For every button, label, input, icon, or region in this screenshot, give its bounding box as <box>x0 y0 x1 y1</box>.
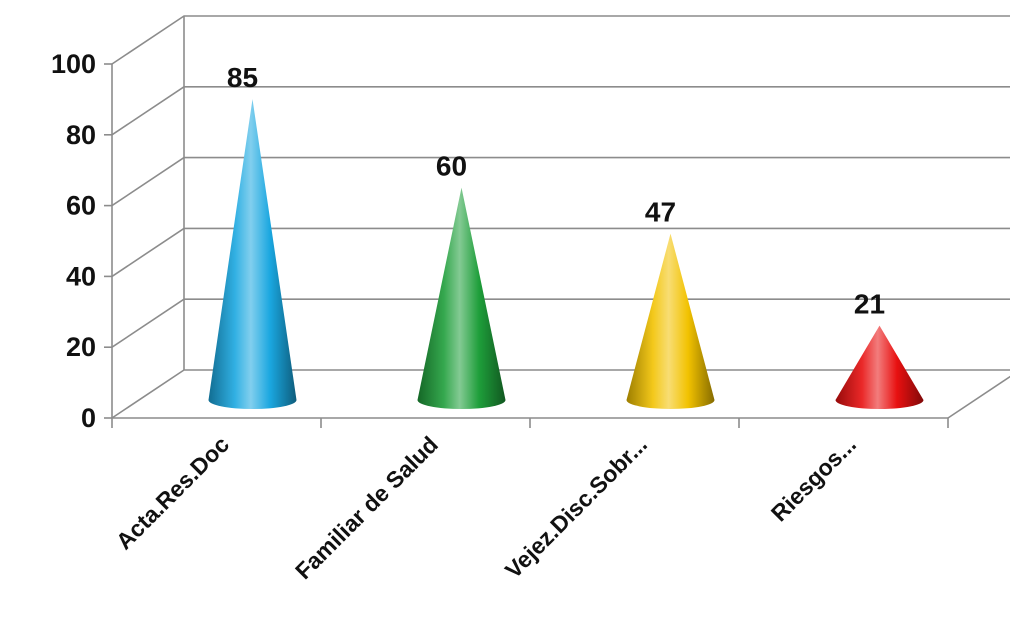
x-axis <box>111 417 949 428</box>
data-label: 21 <box>854 289 885 320</box>
y-tick-label: 60 <box>66 191 96 221</box>
chart-walls <box>183 16 1010 419</box>
category-label: Acta.Res.Doc <box>111 431 234 554</box>
cone-bar <box>835 325 924 410</box>
cone-body <box>626 233 715 409</box>
y-tick-label: 20 <box>66 332 96 362</box>
gridline <box>111 86 1010 136</box>
category-label: Familiar de Salud <box>290 431 443 584</box>
y-axis: 0 20 40 60 80 100 <box>51 49 113 433</box>
y-tick-label: 80 <box>66 120 96 150</box>
gridline <box>111 369 1010 419</box>
gridline <box>111 227 1010 278</box>
cone-body <box>208 99 297 410</box>
data-label: 47 <box>645 197 676 228</box>
y-tick-label: 0 <box>81 403 96 433</box>
data-label: 60 <box>436 151 467 182</box>
gridline <box>111 15 1010 65</box>
y-tick-label: 40 <box>66 261 96 291</box>
data-label: 85 <box>227 62 258 93</box>
gridline <box>111 298 1010 348</box>
cone-bar <box>417 187 506 410</box>
gridlines <box>111 15 1010 419</box>
floor-right-edge <box>947 375 1010 419</box>
cone-bar <box>208 99 297 410</box>
gridline <box>111 156 1010 207</box>
category-labels: Acta.Res.Doc Familiar de Salud Vejez.Disc.… <box>111 431 861 584</box>
y-tick-label: 100 <box>51 49 96 79</box>
cone-body <box>835 325 924 410</box>
category-label: Riesgos... <box>766 431 861 526</box>
cone-series <box>208 99 924 410</box>
category-label: Vejez.Disc.Sobr... <box>500 431 652 583</box>
data-labels: 85 60 47 21 <box>227 62 885 320</box>
cone-bar <box>626 233 715 409</box>
cone-body <box>417 187 506 410</box>
